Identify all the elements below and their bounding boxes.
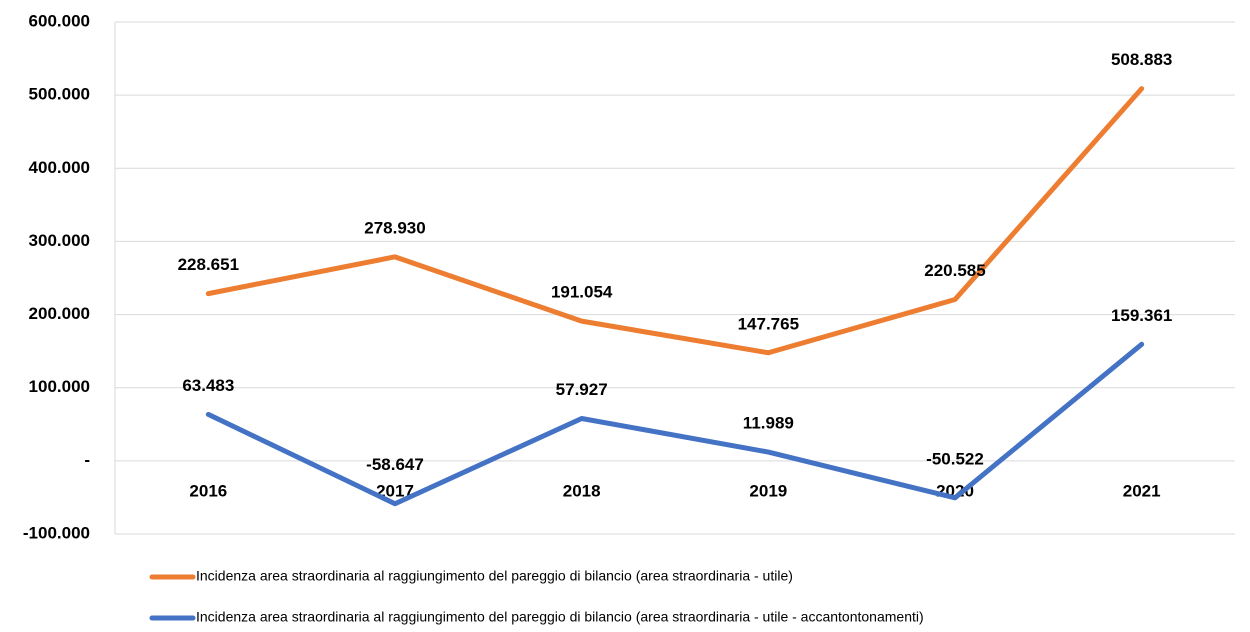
data-label: 159.361 bbox=[1111, 306, 1172, 325]
y-tick-label: - bbox=[84, 450, 90, 469]
x-tick-label: 2017 bbox=[376, 481, 414, 500]
y-tick-label: 100.000 bbox=[29, 377, 90, 396]
x-tick-label: 2021 bbox=[1123, 481, 1161, 500]
y-tick-label: 400.000 bbox=[29, 158, 90, 177]
line bbox=[205, 341, 1145, 507]
y-tick-label: 300.000 bbox=[29, 231, 90, 250]
data-label: 508.883 bbox=[1111, 50, 1172, 69]
y-tick-label: 500.000 bbox=[29, 85, 90, 104]
data-label: -58.647 bbox=[366, 455, 424, 474]
x-tick-label: 2018 bbox=[563, 481, 601, 500]
y-tick-label: -100.000 bbox=[23, 523, 90, 542]
y-tick-label: 200.000 bbox=[29, 304, 90, 323]
x-tick-label: 2016 bbox=[189, 481, 227, 500]
legend-label: Incidenza area straordinaria al raggiung… bbox=[196, 609, 924, 625]
data-label: 220.585 bbox=[924, 261, 985, 280]
x-tick-label: 2019 bbox=[749, 481, 787, 500]
data-label: 57.927 bbox=[556, 380, 608, 399]
line bbox=[205, 86, 1145, 356]
y-tick-label: 600.000 bbox=[29, 11, 90, 30]
data-label: 191.054 bbox=[551, 283, 613, 302]
data-label: 11.989 bbox=[743, 414, 794, 433]
data-label: 147.765 bbox=[738, 314, 799, 333]
data-label: -50.522 bbox=[926, 449, 984, 468]
legend-label: Incidenza area straordinaria al raggiung… bbox=[196, 568, 793, 584]
data-label: 63.483 bbox=[182, 376, 234, 395]
data-label: 278.930 bbox=[364, 218, 425, 237]
data-label: 228.651 bbox=[178, 255, 239, 274]
